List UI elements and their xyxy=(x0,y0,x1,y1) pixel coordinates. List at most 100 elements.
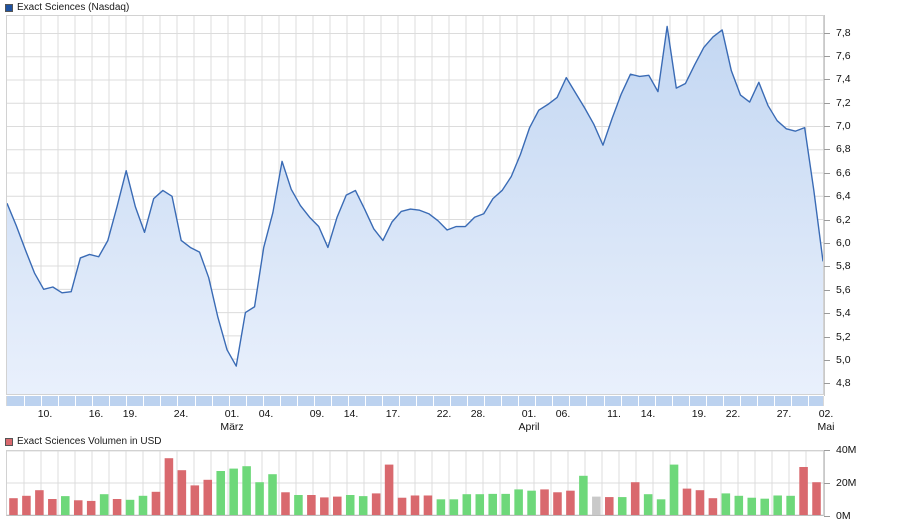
volume-bar xyxy=(384,464,394,515)
y-tickmark xyxy=(824,219,830,221)
volume-legend[interactable]: Exact Sciences Volumen in USD xyxy=(5,437,162,447)
volume-bar xyxy=(773,495,782,515)
y-tick-label: 6,8 xyxy=(836,143,851,156)
y-tickmark xyxy=(824,289,830,291)
volume-bar xyxy=(488,493,497,515)
volume-y-tick-label: 20M xyxy=(836,477,857,489)
x-tick-label: 04. xyxy=(258,408,274,420)
x-band-separator xyxy=(75,396,77,406)
x-tick-label: 22. xyxy=(436,408,452,420)
volume-bar xyxy=(281,492,290,515)
x-band-separator xyxy=(586,396,588,406)
x-band-separator xyxy=(160,396,162,406)
volume-y-axis: 40M 20M 0M xyxy=(824,444,900,522)
x-band-separator xyxy=(722,396,724,406)
y-tickmark xyxy=(824,383,830,385)
price-legend[interactable]: Exact Sciences (Nasdaq) xyxy=(5,3,129,13)
volume-bar xyxy=(462,494,472,515)
x-band-separator xyxy=(381,396,383,406)
volume-bar xyxy=(164,458,174,515)
volume-bar xyxy=(760,498,769,515)
y-tickmark xyxy=(824,196,830,198)
volume-bar xyxy=(527,490,536,515)
x-band-separator xyxy=(790,396,792,406)
x-band-separator xyxy=(467,396,469,406)
volume-bar xyxy=(605,497,614,515)
x-tick-label: 02. xyxy=(818,408,834,420)
x-band-separator xyxy=(450,396,452,406)
x-tick-label: 28. xyxy=(470,408,486,420)
volume-bar xyxy=(579,475,588,515)
x-band-separator xyxy=(109,396,111,406)
x-band-separator xyxy=(364,396,366,406)
x-band-separator xyxy=(705,396,707,406)
x-band-separator xyxy=(688,396,690,406)
volume-y-tick-label: 0M xyxy=(836,510,851,522)
volume-bar xyxy=(307,495,316,515)
volume-bar xyxy=(61,496,70,515)
volume-bar xyxy=(345,495,355,515)
volume-bar xyxy=(734,495,744,515)
volume-bar xyxy=(333,496,342,515)
y-tick-label: 7,2 xyxy=(836,96,851,109)
y-tickmark xyxy=(824,102,830,104)
y-tick-label: 6,4 xyxy=(836,190,851,203)
x-tick-label: 10. xyxy=(37,408,53,420)
volume-bar xyxy=(151,491,161,515)
volume-bar xyxy=(449,499,459,515)
y-tick-label: 5,4 xyxy=(836,307,851,320)
y-tick-label: 5,8 xyxy=(836,260,851,273)
x-band-separator xyxy=(262,396,264,406)
volume-bar xyxy=(177,470,187,515)
price-legend-label: Exact Sciences (Nasdaq) xyxy=(17,2,130,13)
y-tick-label: 7,8 xyxy=(836,26,851,39)
y-tickmark xyxy=(824,313,830,315)
volume-bar xyxy=(812,482,821,515)
volume-bar xyxy=(553,492,562,515)
volume-bar xyxy=(371,493,381,515)
y-tickmark xyxy=(824,149,830,151)
square-marker-icon xyxy=(5,438,13,446)
x-band-separator xyxy=(194,396,196,406)
price-line xyxy=(7,25,823,367)
x-band-separator xyxy=(279,396,281,406)
x-band-separator xyxy=(620,396,622,406)
volume-bar xyxy=(656,499,666,515)
volume-bar xyxy=(255,482,264,515)
volume-bar xyxy=(475,494,485,515)
volume-y-tickmark xyxy=(824,450,830,451)
volume-chart-panel[interactable] xyxy=(6,450,824,516)
x-band-separator xyxy=(501,396,503,406)
y-tickmark xyxy=(824,126,830,128)
x-tick-label: 19. xyxy=(691,408,707,420)
price-chart-panel[interactable] xyxy=(6,15,824,395)
volume-y-tickmark xyxy=(824,516,830,517)
volume-bar xyxy=(630,482,640,515)
x-band-separator xyxy=(347,396,349,406)
x-band-separator xyxy=(637,396,639,406)
volume-bar xyxy=(410,495,420,515)
x-band-separator xyxy=(92,396,94,406)
price-axis-spine xyxy=(824,15,825,396)
volume-bar xyxy=(138,495,148,515)
volume-bar xyxy=(566,490,575,515)
volume-bar xyxy=(229,468,238,515)
volume-bar xyxy=(397,497,407,515)
y-tickmark xyxy=(824,79,830,81)
x-band-separator xyxy=(41,396,43,406)
y-tick-label: 6,2 xyxy=(836,213,851,226)
y-tick-label: 7,0 xyxy=(836,120,851,133)
y-tickmark xyxy=(824,266,830,268)
x-axis-band[interactable] xyxy=(6,396,824,406)
volume-bar xyxy=(423,495,433,515)
x-band-separator xyxy=(143,396,145,406)
x-month-label: Mai xyxy=(817,421,835,433)
volume-bar-series xyxy=(7,451,823,515)
y-tick-label: 4,8 xyxy=(836,377,851,390)
x-band-separator xyxy=(399,396,400,406)
volume-bar xyxy=(294,495,303,515)
x-band-separator xyxy=(330,396,332,406)
x-band-separator xyxy=(211,396,213,406)
x-tick-label: 09. xyxy=(309,408,325,420)
volume-bar xyxy=(514,489,523,515)
